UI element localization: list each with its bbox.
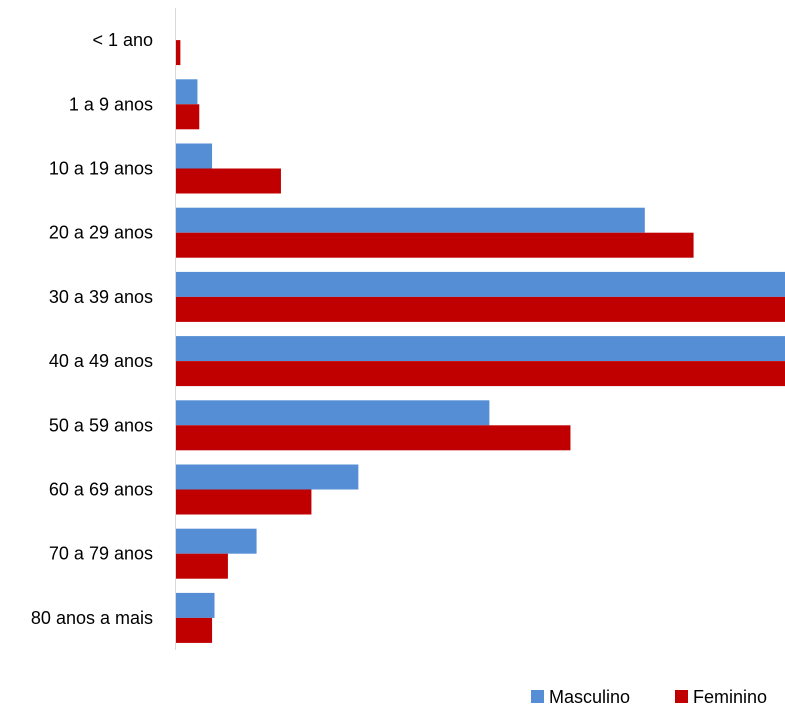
bar-masculino-7 [175,464,359,490]
legend: Masculino Feminino [531,687,767,707]
category-label-3: 20 a 29 anos [49,223,153,243]
bar-feminino-5 [175,361,785,387]
bar-masculino-9 [175,592,215,618]
category-label-6: 50 a 59 anos [49,415,153,435]
legend-label-feminino: Feminino [693,687,767,707]
category-label-9: 80 anos a mais [31,608,153,628]
bar-masculino-2 [175,143,213,169]
bar-feminino-3 [175,232,694,258]
legend-swatch-feminino [675,690,688,703]
category-label-0: < 1 ano [92,30,153,50]
bar-feminino-9 [175,617,213,643]
category-label-8: 70 a 79 anos [49,544,153,564]
bars-group [175,40,785,643]
bar-feminino-7 [175,489,312,515]
bar-masculino-8 [175,528,257,554]
bar-feminino-0 [175,40,181,66]
bar-feminino-4 [175,296,785,322]
category-label-5: 40 a 49 anos [49,351,153,371]
bar-feminino-8 [175,553,228,579]
bar-masculino-1 [175,79,198,105]
legend-label-masculino: Masculino [549,687,630,707]
bar-masculino-4 [175,271,785,297]
category-labels-group: < 1 ano 1 a 9 anos 10 a 19 anos 20 a 29 ano… [31,30,153,628]
legend-swatch-masculino [531,690,544,703]
category-label-2: 10 a 19 anos [49,159,153,179]
bar-feminino-1 [175,104,200,130]
category-label-7: 60 a 69 anos [49,480,153,500]
bar-masculino-6 [175,400,490,426]
bar-feminino-2 [175,168,281,194]
bar-masculino-5 [175,336,785,362]
category-label-1: 1 a 9 anos [69,94,153,114]
bar-masculino-3 [175,207,645,233]
bar-feminino-6 [175,425,571,451]
category-label-4: 30 a 39 anos [49,287,153,307]
